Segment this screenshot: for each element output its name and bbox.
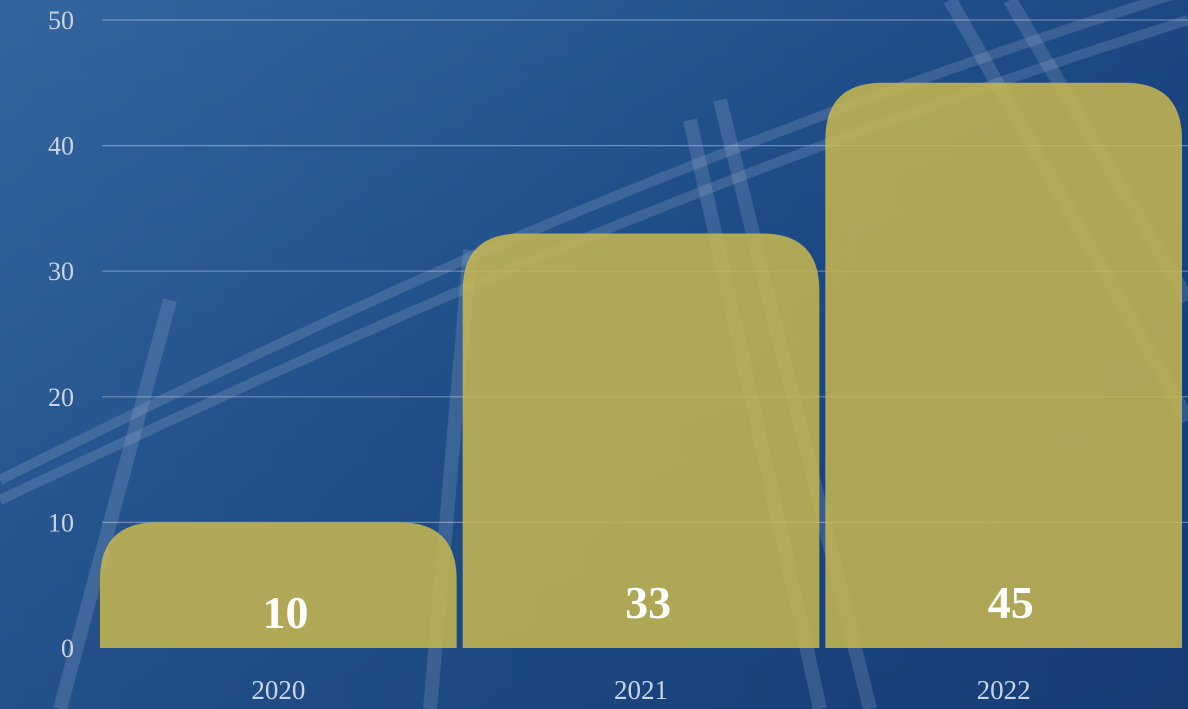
x-tick-label: 2021 <box>614 675 668 705</box>
x-tick-label: 2020 <box>251 675 305 705</box>
data-label: 10 <box>262 587 308 638</box>
data-labels: 10 33 45 <box>262 577 1033 638</box>
y-tick-label: 0 <box>61 634 74 663</box>
bar <box>100 522 457 648</box>
bars <box>100 82 1182 649</box>
y-axis-ticks: 0 10 20 30 40 50 <box>48 6 74 663</box>
y-tick-label: 10 <box>48 508 74 537</box>
y-tick-label: 20 <box>48 383 74 412</box>
x-tick-label: 2022 <box>977 675 1031 705</box>
x-axis-ticks: 2020 2021 2022 <box>251 675 1030 705</box>
bar <box>825 82 1182 649</box>
y-tick-label: 50 <box>48 6 74 35</box>
background-beam <box>53 298 177 709</box>
bar <box>462 233 820 648</box>
data-label: 45 <box>988 577 1034 628</box>
y-tick-label: 30 <box>48 257 74 286</box>
data-label: 33 <box>625 577 671 628</box>
y-tick-label: 40 <box>48 132 74 161</box>
